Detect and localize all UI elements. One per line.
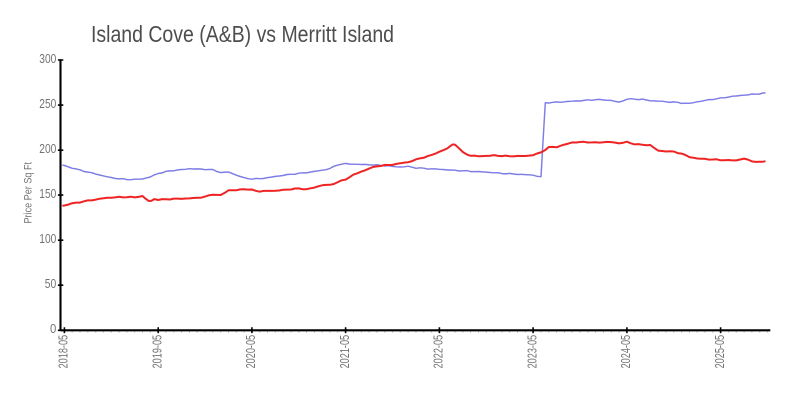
svg-text:200: 200 [39, 142, 56, 156]
svg-text:2019-05: 2019-05 [150, 335, 164, 369]
svg-text:50: 50 [45, 277, 57, 291]
svg-text:2020-05: 2020-05 [244, 335, 258, 369]
svg-text:250: 250 [39, 97, 56, 111]
svg-text:2025-05: 2025-05 [713, 335, 727, 369]
svg-text:0: 0 [50, 322, 56, 336]
svg-text:100: 100 [39, 232, 56, 246]
svg-text:Price Per Sq Ft: Price Per Sq Ft [23, 162, 35, 224]
svg-text:2022-05: 2022-05 [432, 335, 446, 369]
svg-text:Island Cove (A&B) vs Merritt I: Island Cove (A&B) vs Merritt Island [91, 21, 394, 47]
svg-text:2018-05: 2018-05 [57, 335, 71, 369]
svg-text:150: 150 [39, 187, 56, 201]
svg-text:2024-05: 2024-05 [619, 335, 633, 369]
svg-text:300: 300 [39, 52, 56, 66]
svg-text:2023-05: 2023-05 [525, 335, 539, 369]
svg-text:2021-05: 2021-05 [338, 335, 352, 369]
